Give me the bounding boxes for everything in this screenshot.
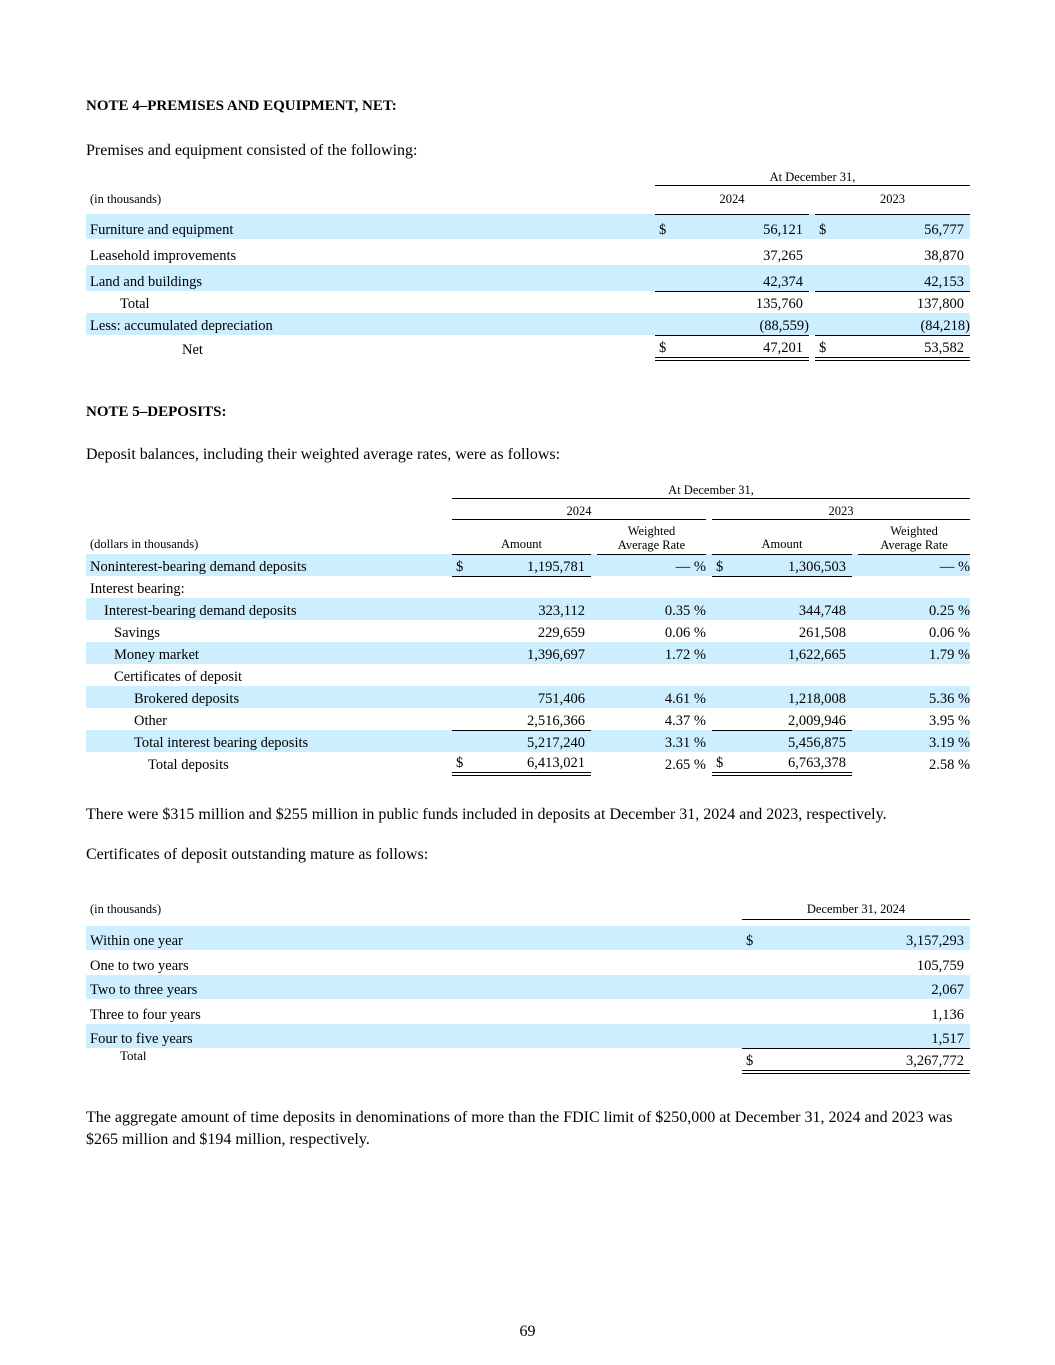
table-row: Certificates of deposit (114, 669, 243, 685)
table-row: Less: accumulated depreciation (88,559)(… (86, 313, 970, 336)
premises-table: At December 31, (in thousands) 2024 2023… (86, 166, 970, 361)
fdic-text: The aggregate amount of time deposits in… (86, 1109, 953, 1148)
note5-title: NOTE 5–DEPOSITS: (86, 404, 227, 420)
table-row: Furniture and equipment $56,121 $56,777 (86, 214, 970, 239)
page-number: 69 (519, 1323, 536, 1340)
public-funds-text: There were $315 million and $255 million… (86, 806, 887, 823)
deposits-table: At December 31, 2024 2023 (dollars in tho… (86, 480, 971, 776)
maturity-intro: Certificates of deposit outstanding matu… (86, 846, 429, 863)
maturity-table: (in thousands) December 31, 2024 Within … (86, 900, 970, 1074)
table-row: Total interest bearing deposits 5,217,240… (86, 730, 971, 752)
group-header: At December 31, (452, 480, 971, 499)
table-row: Total deposits $6,413,021 2.65 % $6,763,378… (86, 752, 970, 776)
table-row: Noninterest-bearing demand deposits $1,19… (86, 554, 971, 577)
table-row: Two to three years 2,067 (86, 975, 970, 999)
table-row: Interest-bearing demand deposits 323,112 0… (86, 598, 971, 620)
unit-label: (dollars in thousands) (90, 537, 199, 551)
table-row: Total 135,760 137,800 (120, 296, 964, 312)
table-row: Land and buildings 42,374 42,153 (86, 265, 970, 292)
table-row: Interest bearing: (90, 581, 185, 597)
year-2024: 2024 (655, 185, 809, 215)
maturity-header: December 31, 2024 (742, 900, 970, 920)
group-header: At December 31, (655, 166, 970, 186)
table-row: Four to five years 1,517 (86, 1024, 970, 1049)
note5-intro: Deposit balances, including their weight… (86, 446, 561, 463)
table-row: Total $3,267,772 (86, 1048, 970, 1074)
table-row: Savings 229,659 0.06 % 261,508 0.06 % (114, 625, 971, 641)
year-2023: 2023 (815, 185, 970, 215)
unit-label: (in thousands) (90, 902, 162, 916)
table-row: Leasehold improvements 37,265 38,870 (90, 248, 964, 264)
table-row: Brokered deposits 751,406 4.61 % 1,218,008 5… (86, 686, 971, 708)
year-2023: 2023 (712, 498, 971, 520)
note4-title: NOTE 4–PREMISES AND EQUIPMENT, NET: (86, 98, 397, 114)
table-row: Three to four years 1,136 (90, 1007, 964, 1023)
table-row: Other 2,516,366 4.37 % 2,009,946 3.95 % (86, 708, 970, 731)
note4-intro: Premises and equipment consisted of the … (86, 142, 418, 159)
table-row: Within one year $3,157,293 (86, 926, 970, 950)
table-row: One to two years 105,759 (90, 958, 964, 974)
table-row: Money market 1,396,697 1.72 % 1,622,665 1.79… (86, 642, 971, 664)
unit-label: (in thousands) (90, 192, 162, 206)
year-2024: 2024 (452, 498, 706, 520)
table-row: Net $47,201 $53,582 (86, 335, 970, 361)
